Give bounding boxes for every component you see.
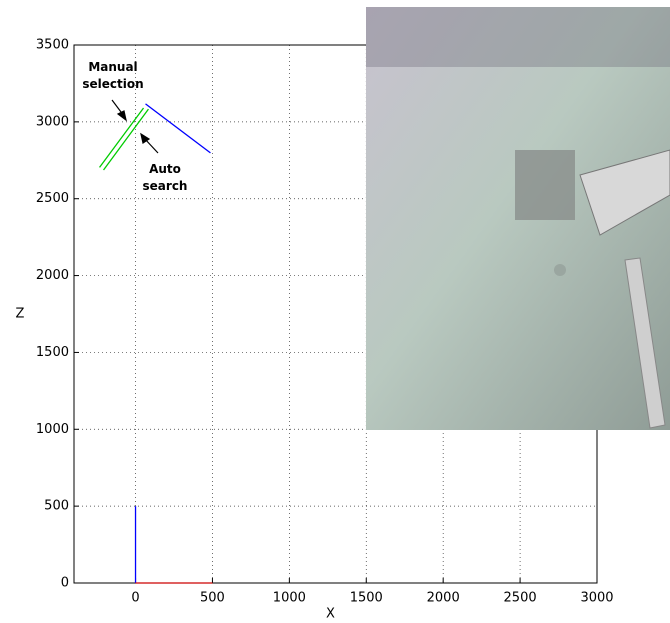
arrow-head (140, 132, 151, 144)
y-tick-label: 3500 (36, 38, 69, 53)
projector-mount (515, 150, 575, 220)
y-tick-label: 1500 (36, 345, 69, 360)
annotation: Auto search (142, 162, 188, 193)
y-tick-label: 0 (61, 576, 69, 591)
wall-plug (554, 264, 566, 276)
x-tick-label: 500 (200, 591, 225, 606)
projector-arm (579, 149, 670, 236)
x-tick-label: 3000 (580, 591, 613, 606)
x-tick-label: 1500 (350, 591, 383, 606)
x-tick-label: 2000 (427, 591, 460, 606)
photo-inset (366, 7, 670, 430)
plot-area: 0 500 1000 1500 2000 2500 3000 0 500 1000 1500 2000… (16, 38, 614, 622)
x-tick-label: 1000 (273, 591, 306, 606)
x-tick-label: 2500 (504, 591, 537, 606)
y-tick-label: 500 (44, 499, 69, 514)
annotation: Manual selection (82, 60, 144, 91)
y-tick-label: 1000 (36, 422, 69, 437)
photo-shade (366, 7, 670, 67)
y-tick-label: 2500 (36, 191, 69, 206)
board-edge (624, 257, 666, 429)
y-axis-label: Z (16, 307, 25, 322)
line (145, 103, 211, 154)
annotation-arrows (111, 99, 159, 154)
x-tick-label: 0 (131, 591, 139, 606)
line (103, 108, 149, 171)
x-axis-label: X (326, 607, 335, 622)
y-tick-label: 2000 (36, 268, 69, 283)
line (99, 107, 145, 168)
y-tick-label: 3000 (36, 114, 69, 129)
arrow-head (116, 110, 127, 122)
